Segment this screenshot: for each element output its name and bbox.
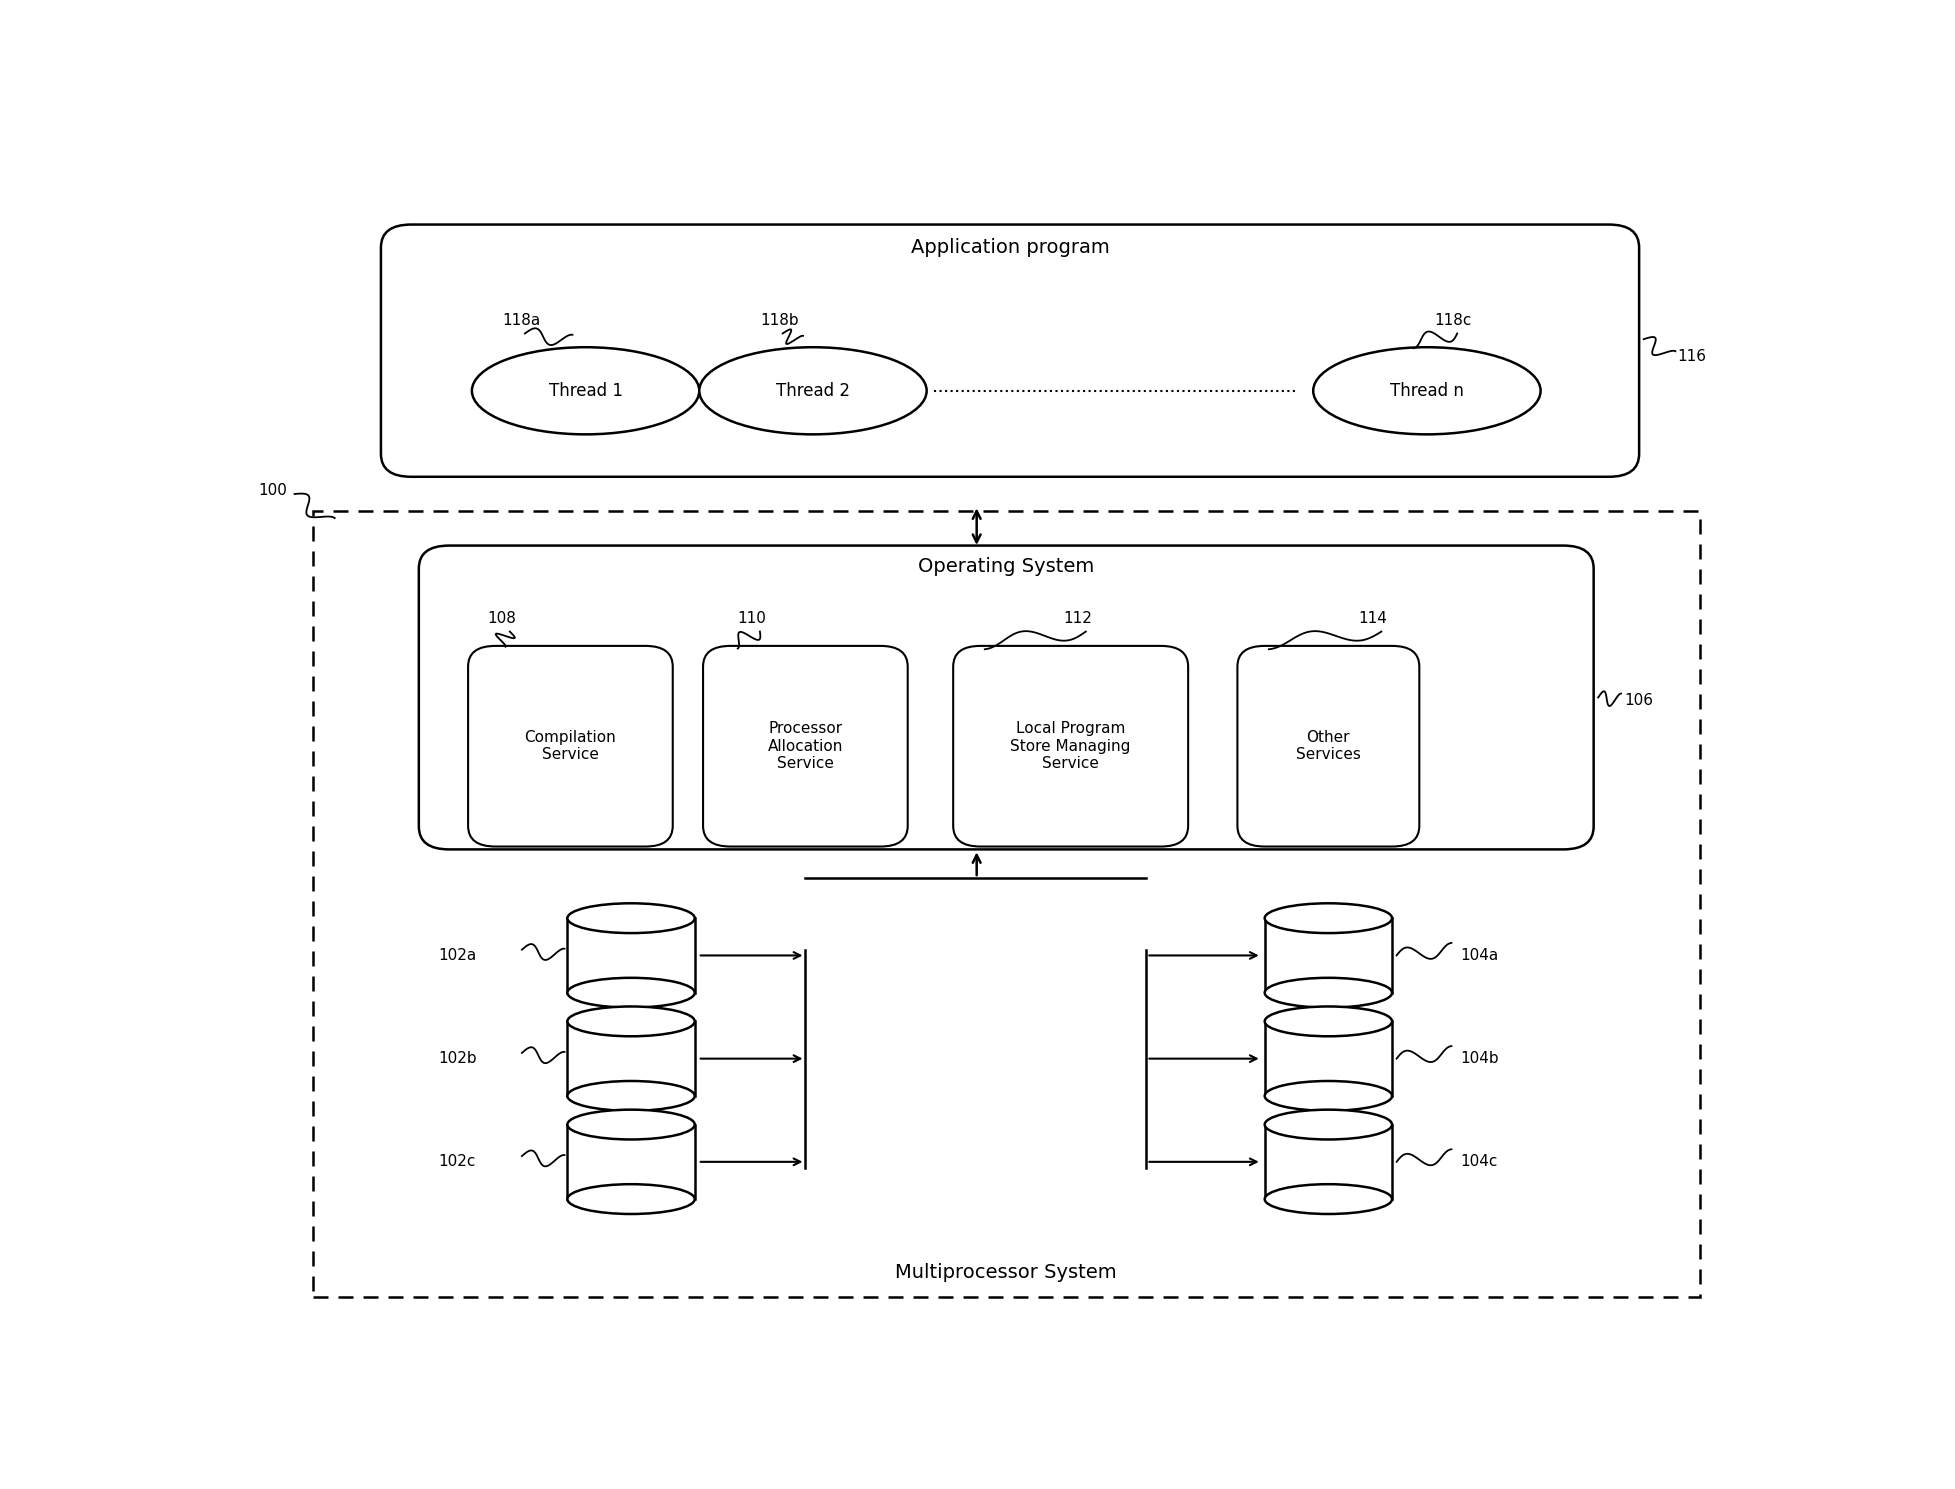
Bar xyxy=(313,511,1699,1297)
Ellipse shape xyxy=(567,1184,694,1214)
Text: 104a: 104a xyxy=(1460,948,1498,963)
Text: 118a: 118a xyxy=(502,313,540,328)
Text: Multiprocessor System: Multiprocessor System xyxy=(895,1263,1116,1282)
Ellipse shape xyxy=(700,347,927,435)
Text: 106: 106 xyxy=(1623,692,1652,707)
Polygon shape xyxy=(1265,1124,1392,1199)
Text: Thread 1: Thread 1 xyxy=(547,381,622,399)
Polygon shape xyxy=(1265,1021,1392,1096)
Text: 118b: 118b xyxy=(759,313,798,328)
Ellipse shape xyxy=(1265,1184,1392,1214)
Ellipse shape xyxy=(1312,347,1541,435)
Polygon shape xyxy=(567,919,694,993)
Text: 112: 112 xyxy=(1064,610,1091,625)
Text: Processor
Allocation
Service: Processor Allocation Service xyxy=(766,721,843,771)
Text: Application program: Application program xyxy=(911,238,1108,258)
Text: Thread 2: Thread 2 xyxy=(776,381,850,399)
Polygon shape xyxy=(567,1124,694,1199)
Text: 114: 114 xyxy=(1359,610,1386,625)
Text: Thread n: Thread n xyxy=(1390,381,1462,399)
FancyBboxPatch shape xyxy=(1238,646,1419,847)
Ellipse shape xyxy=(1265,1109,1392,1139)
Text: 100: 100 xyxy=(258,482,287,497)
Text: Other
Services: Other Services xyxy=(1296,730,1361,762)
Text: 104b: 104b xyxy=(1460,1051,1498,1066)
Ellipse shape xyxy=(567,978,694,1008)
Text: 116: 116 xyxy=(1675,348,1705,363)
Text: 118c: 118c xyxy=(1433,313,1470,328)
Ellipse shape xyxy=(1265,978,1392,1008)
Text: 102c: 102c xyxy=(438,1154,475,1169)
FancyBboxPatch shape xyxy=(381,225,1638,476)
Text: Compilation
Service: Compilation Service xyxy=(524,730,616,762)
Text: 110: 110 xyxy=(737,610,766,625)
Text: 108: 108 xyxy=(487,610,516,625)
Ellipse shape xyxy=(567,904,694,934)
Text: Operating System: Operating System xyxy=(917,557,1093,576)
Text: 102b: 102b xyxy=(438,1051,477,1066)
FancyBboxPatch shape xyxy=(467,646,673,847)
Ellipse shape xyxy=(1265,1081,1392,1111)
Polygon shape xyxy=(567,1021,694,1096)
Ellipse shape xyxy=(471,347,700,435)
Text: 102a: 102a xyxy=(438,948,477,963)
Ellipse shape xyxy=(567,1109,694,1139)
Polygon shape xyxy=(1265,919,1392,993)
Text: Local Program
Store Managing
Service: Local Program Store Managing Service xyxy=(1011,721,1130,771)
FancyBboxPatch shape xyxy=(952,646,1187,847)
Ellipse shape xyxy=(1265,904,1392,934)
FancyBboxPatch shape xyxy=(418,545,1593,849)
Ellipse shape xyxy=(567,1007,694,1036)
Text: 104c: 104c xyxy=(1460,1154,1498,1169)
Ellipse shape xyxy=(1265,1007,1392,1036)
FancyBboxPatch shape xyxy=(702,646,907,847)
Ellipse shape xyxy=(567,1081,694,1111)
